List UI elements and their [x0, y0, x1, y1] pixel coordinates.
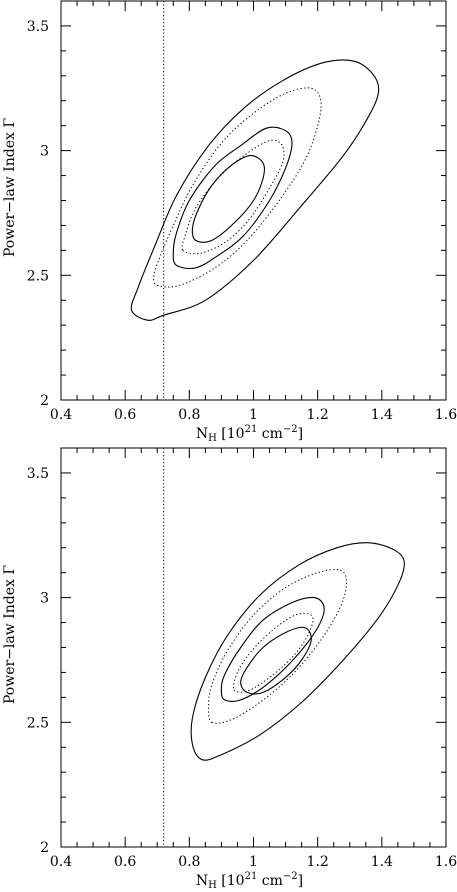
- bottom-panel: 0.4 0.6 0.8 1 1.2 1.4 1.6 2 2.5 3 3.5 Power−law In…: [2, 447, 457, 891]
- bottom-y-axis-label: Power−law Index Γ: [2, 565, 18, 704]
- top-tick-labels: 0.4 0.6 0.8 1 1.2 1.4 1.6 2 2.5 3 3.5: [27, 19, 457, 423]
- top-y-tick-label: 2.5: [27, 268, 49, 284]
- bottom-y-tick-label: 3.5: [27, 466, 49, 482]
- top-xlabel-sub: H: [208, 433, 217, 444]
- bottom-x-tick-label: 1.4: [371, 854, 393, 870]
- top-ticks: [60, 0, 447, 401]
- top-plot-frame: [60, 0, 447, 401]
- top-x-tick-label: 1.4: [371, 407, 393, 423]
- top-x-tick-label: 0.4: [50, 407, 72, 423]
- top-xlabel-end: ]: [298, 426, 303, 442]
- top-panel: 0.4 0.6 0.8 1 1.2 1.4 1.6 2 2.5 3 3.5 Power−law In…: [2, 0, 457, 444]
- top-x-tick-label: 0.6: [114, 407, 136, 423]
- bottom-contour-4-dotted: [232, 612, 314, 693]
- top-x-tick-label: 1: [249, 407, 258, 423]
- bottom-x-tick-label: 1.6: [435, 854, 457, 870]
- top-y-tick-label: 3: [40, 144, 49, 160]
- bottom-x-tick-label: 1: [249, 854, 258, 870]
- bottom-xlabel-main: N: [196, 873, 208, 889]
- top-x-tick-label: 1.6: [435, 407, 457, 423]
- bottom-x-tick-label: 1.2: [307, 854, 329, 870]
- bottom-xlabel-sup1: 21: [245, 871, 258, 882]
- top-contour-3-solid: [172, 126, 293, 270]
- top-x-tick-label: 1.2: [307, 407, 329, 423]
- bottom-y-tick-label: 2.5: [27, 715, 49, 731]
- top-xlabel-mid: [10: [217, 426, 245, 442]
- top-contours: [130, 59, 380, 321]
- bottom-tick-labels: 0.4 0.6 0.8 1 1.2 1.4 1.6 2 2.5 3 3.5: [27, 466, 457, 870]
- top-xlabel-sup1: 21: [245, 424, 258, 435]
- top-contour-4-dotted: [181, 139, 285, 255]
- top-y-tick-label: 3.5: [27, 19, 49, 35]
- top-x-axis-label: NH [1021 cm−2]: [196, 424, 303, 444]
- bottom-contour-1-solid: [190, 542, 405, 761]
- bottom-x-tick-label: 0.4: [50, 854, 72, 870]
- top-xlabel-main: N: [196, 426, 208, 442]
- top-xlabel-sup2: −2: [283, 424, 298, 435]
- bottom-x-tick-label: 0.6: [114, 854, 136, 870]
- bottom-xlabel-end: ]: [298, 873, 303, 889]
- bottom-contour-3-solid: [220, 596, 325, 702]
- top-y-axis-label: Power−law Index Γ: [2, 118, 18, 257]
- bottom-y-tick-label: 3: [40, 591, 49, 607]
- bottom-contours: [190, 542, 405, 761]
- bottom-xlabel-sub: H: [208, 880, 217, 891]
- bottom-plot-frame: [60, 447, 447, 848]
- top-contour-2-dotted: [153, 87, 322, 288]
- top-contour-5-solid: [191, 155, 266, 243]
- bottom-xlabel-mid2: cm: [257, 873, 283, 889]
- top-y-tick-label: 2: [40, 393, 49, 409]
- bottom-y-tick-label: 2: [40, 840, 49, 856]
- top-x-tick-label: 0.8: [178, 407, 200, 423]
- bottom-xlabel-sup2: −2: [283, 871, 298, 882]
- bottom-ticks: [60, 447, 447, 848]
- bottom-contour-5-solid: [240, 626, 312, 695]
- top-contour-1-solid: [130, 59, 380, 321]
- top-xlabel-mid2: cm: [257, 426, 283, 442]
- bottom-x-tick-label: 0.8: [178, 854, 200, 870]
- bottom-xlabel-mid: [10: [217, 873, 245, 889]
- bottom-contour-2-dotted: [208, 568, 348, 724]
- bottom-x-axis-label: NH [1021 cm−2]: [196, 871, 303, 891]
